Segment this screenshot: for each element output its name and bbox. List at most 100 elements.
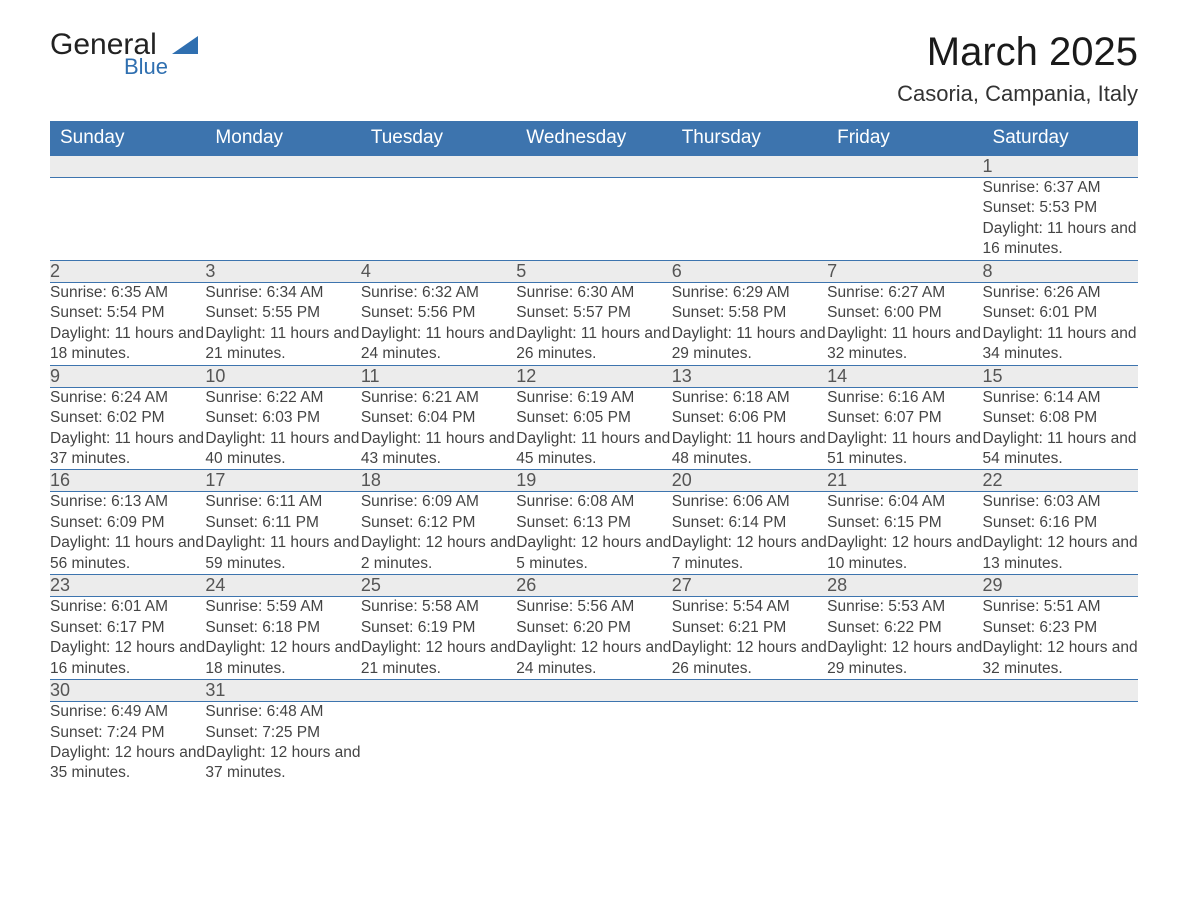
sunset-text: Sunset: 6:00 PM	[827, 303, 982, 323]
logo-text-blue: Blue	[124, 56, 168, 78]
day-info-cell: Sunrise: 6:13 AMSunset: 6:09 PMDaylight:…	[50, 492, 205, 575]
day-info-cell	[361, 702, 516, 784]
sunset-text: Sunset: 6:09 PM	[50, 513, 205, 533]
sunset-text: Sunset: 5:55 PM	[205, 303, 360, 323]
sunset-text: Sunset: 6:18 PM	[205, 618, 360, 638]
day-number-cell	[361, 680, 516, 702]
daylight-text: Daylight: 11 hours and 43 minutes.	[361, 429, 516, 470]
daylight-text: Daylight: 11 hours and 32 minutes.	[827, 324, 982, 365]
day-info-row: Sunrise: 6:49 AMSunset: 7:24 PMDaylight:…	[50, 702, 1138, 784]
day-number-cell: 5	[516, 260, 671, 282]
weekday-header: Saturday	[983, 121, 1138, 156]
day-info-cell: Sunrise: 5:51 AMSunset: 6:23 PMDaylight:…	[983, 597, 1138, 680]
day-number-row: 2345678	[50, 260, 1138, 282]
daylight-text: Daylight: 12 hours and 26 minutes.	[672, 638, 827, 679]
day-number-cell: 28	[827, 575, 982, 597]
day-info-cell: Sunrise: 6:34 AMSunset: 5:55 PMDaylight:…	[205, 282, 360, 365]
day-info-row: Sunrise: 6:24 AMSunset: 6:02 PMDaylight:…	[50, 387, 1138, 470]
sunset-text: Sunset: 6:01 PM	[983, 303, 1138, 323]
day-number-cell	[205, 156, 360, 178]
sunset-text: Sunset: 5:54 PM	[50, 303, 205, 323]
daylight-text: Daylight: 11 hours and 59 minutes.	[205, 533, 360, 574]
sunrise-text: Sunrise: 5:54 AM	[672, 597, 827, 617]
day-info-cell: Sunrise: 5:54 AMSunset: 6:21 PMDaylight:…	[672, 597, 827, 680]
sunrise-text: Sunrise: 6:08 AM	[516, 492, 671, 512]
day-info-cell: Sunrise: 6:03 AMSunset: 6:16 PMDaylight:…	[983, 492, 1138, 575]
sunrise-text: Sunrise: 6:11 AM	[205, 492, 360, 512]
day-info-cell: Sunrise: 6:48 AMSunset: 7:25 PMDaylight:…	[205, 702, 360, 784]
daylight-text: Daylight: 12 hours and 13 minutes.	[983, 533, 1138, 574]
day-number-row: 1	[50, 156, 1138, 178]
daylight-text: Daylight: 11 hours and 26 minutes.	[516, 324, 671, 365]
daylight-text: Daylight: 11 hours and 51 minutes.	[827, 429, 982, 470]
sunrise-text: Sunrise: 5:56 AM	[516, 597, 671, 617]
daylight-text: Daylight: 12 hours and 16 minutes.	[50, 638, 205, 679]
day-info-cell: Sunrise: 6:27 AMSunset: 6:00 PMDaylight:…	[827, 282, 982, 365]
day-number-cell: 8	[983, 260, 1138, 282]
daylight-text: Daylight: 11 hours and 16 minutes.	[983, 219, 1138, 260]
day-number-row: 9101112131415	[50, 365, 1138, 387]
day-number-cell: 7	[827, 260, 982, 282]
sunset-text: Sunset: 6:22 PM	[827, 618, 982, 638]
daylight-text: Daylight: 12 hours and 10 minutes.	[827, 533, 982, 574]
day-number-cell: 11	[361, 365, 516, 387]
day-info-cell: Sunrise: 6:06 AMSunset: 6:14 PMDaylight:…	[672, 492, 827, 575]
sunset-text: Sunset: 7:25 PM	[205, 723, 360, 743]
day-number-cell	[50, 156, 205, 178]
day-info-cell: Sunrise: 6:19 AMSunset: 6:05 PMDaylight:…	[516, 387, 671, 470]
sunrise-text: Sunrise: 6:22 AM	[205, 388, 360, 408]
day-info-row: Sunrise: 6:37 AMSunset: 5:53 PMDaylight:…	[50, 178, 1138, 261]
sunrise-text: Sunrise: 6:21 AM	[361, 388, 516, 408]
day-number-cell: 13	[672, 365, 827, 387]
day-number-cell: 12	[516, 365, 671, 387]
sunset-text: Sunset: 6:15 PM	[827, 513, 982, 533]
daylight-text: Daylight: 11 hours and 45 minutes.	[516, 429, 671, 470]
sunset-text: Sunset: 6:21 PM	[672, 618, 827, 638]
sunrise-text: Sunrise: 6:13 AM	[50, 492, 205, 512]
day-number-cell: 15	[983, 365, 1138, 387]
day-info-cell: Sunrise: 6:18 AMSunset: 6:06 PMDaylight:…	[672, 387, 827, 470]
weekday-header: Tuesday	[361, 121, 516, 156]
sunset-text: Sunset: 6:08 PM	[983, 408, 1138, 428]
sunset-text: Sunset: 6:07 PM	[827, 408, 982, 428]
daylight-text: Daylight: 12 hours and 7 minutes.	[672, 533, 827, 574]
sunset-text: Sunset: 6:12 PM	[361, 513, 516, 533]
day-info-cell: Sunrise: 6:35 AMSunset: 5:54 PMDaylight:…	[50, 282, 205, 365]
day-info-cell: Sunrise: 6:11 AMSunset: 6:11 PMDaylight:…	[205, 492, 360, 575]
day-info-cell	[672, 702, 827, 784]
day-number-cell: 22	[983, 470, 1138, 492]
sunset-text: Sunset: 6:13 PM	[516, 513, 671, 533]
sunrise-text: Sunrise: 6:37 AM	[983, 178, 1138, 198]
sunrise-text: Sunrise: 6:19 AM	[516, 388, 671, 408]
daylight-text: Daylight: 11 hours and 21 minutes.	[205, 324, 360, 365]
sunset-text: Sunset: 6:16 PM	[983, 513, 1138, 533]
day-number-cell: 30	[50, 680, 205, 702]
daylight-text: Daylight: 11 hours and 48 minutes.	[672, 429, 827, 470]
sunset-text: Sunset: 6:19 PM	[361, 618, 516, 638]
sunrise-text: Sunrise: 6:34 AM	[205, 283, 360, 303]
sunset-text: Sunset: 6:14 PM	[672, 513, 827, 533]
day-number-cell	[361, 156, 516, 178]
day-info-row: Sunrise: 6:35 AMSunset: 5:54 PMDaylight:…	[50, 282, 1138, 365]
day-info-cell: Sunrise: 6:29 AMSunset: 5:58 PMDaylight:…	[672, 282, 827, 365]
sunset-text: Sunset: 5:58 PM	[672, 303, 827, 323]
day-number-cell: 17	[205, 470, 360, 492]
sunset-text: Sunset: 5:53 PM	[983, 198, 1138, 218]
weekday-header-row: SundayMondayTuesdayWednesdayThursdayFrid…	[50, 121, 1138, 156]
day-info-cell	[205, 178, 360, 261]
day-info-cell: Sunrise: 6:24 AMSunset: 6:02 PMDaylight:…	[50, 387, 205, 470]
day-number-cell: 4	[361, 260, 516, 282]
daylight-text: Daylight: 11 hours and 29 minutes.	[672, 324, 827, 365]
sunrise-text: Sunrise: 6:04 AM	[827, 492, 982, 512]
daylight-text: Daylight: 12 hours and 5 minutes.	[516, 533, 671, 574]
sunset-text: Sunset: 6:06 PM	[672, 408, 827, 428]
day-number-cell	[827, 680, 982, 702]
day-number-cell	[983, 680, 1138, 702]
day-info-cell	[983, 702, 1138, 784]
day-info-cell: Sunrise: 5:56 AMSunset: 6:20 PMDaylight:…	[516, 597, 671, 680]
day-number-cell: 10	[205, 365, 360, 387]
daylight-text: Daylight: 12 hours and 2 minutes.	[361, 533, 516, 574]
weekday-header: Thursday	[672, 121, 827, 156]
day-info-cell: Sunrise: 6:49 AMSunset: 7:24 PMDaylight:…	[50, 702, 205, 784]
day-number-cell: 9	[50, 365, 205, 387]
